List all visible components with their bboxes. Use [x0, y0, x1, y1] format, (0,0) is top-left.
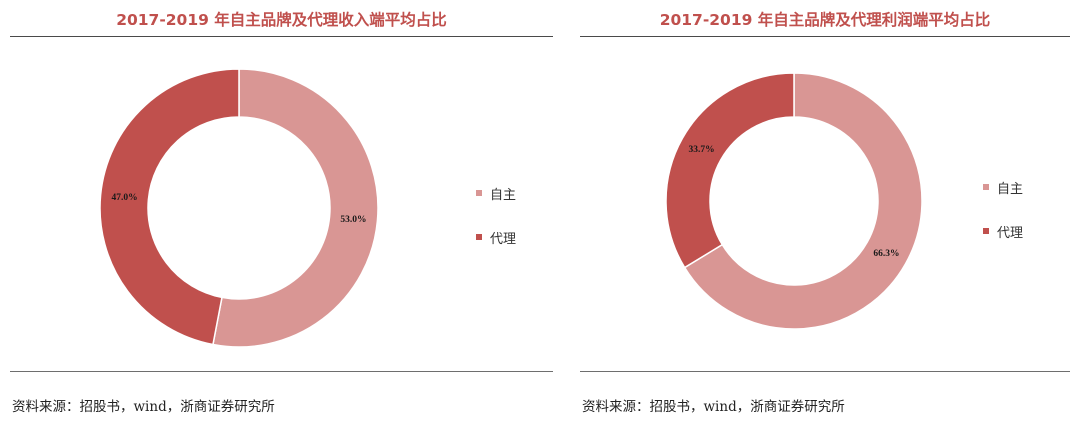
- donut-chart-profit: 66.3% 33.7%: [665, 72, 923, 330]
- legend-label: 自主: [490, 187, 517, 203]
- legend-item-agency: 代理: [476, 226, 516, 248]
- legend-label: 自主: [997, 181, 1024, 197]
- donut-slice-self-brand: [212, 68, 379, 348]
- chart-title: 2017-2019 年自主品牌及代理收入端平均占比: [116, 11, 447, 29]
- source-divider: [10, 371, 553, 372]
- data-label: 47.0%: [111, 193, 137, 203]
- donut-slice-agency: [99, 68, 240, 346]
- donut-slice-agency: [665, 72, 795, 269]
- legend-label: 代理: [490, 231, 517, 247]
- legend-swatch: [476, 234, 482, 240]
- legend-label: 代理: [997, 225, 1024, 241]
- data-label: 53.0%: [340, 215, 366, 225]
- legend-item-self-brand: 自主: [476, 182, 516, 204]
- chart-title: 2017-2019 年自主品牌及代理利润端平均占比: [659, 11, 991, 29]
- title-divider: [580, 36, 1070, 37]
- donut-chart-revenue: 53.0% 47.0%: [99, 68, 379, 348]
- chart-panel-revenue: 2017-2019 年自主品牌及代理收入端平均占比 53.0% 47.0% 自主 …: [10, 0, 553, 423]
- source-note: 资料来源：招股书，wind，浙商证券研究所: [582, 399, 845, 415]
- legend-swatch: [983, 184, 989, 190]
- legend-swatch: [983, 228, 989, 234]
- legend-swatch: [476, 190, 482, 196]
- legend-item-agency: 代理: [983, 220, 1023, 242]
- source-note: 资料来源：招股书，wind，浙商证券研究所: [12, 399, 275, 415]
- chart-panel-profit: 2017-2019 年自主品牌及代理利润端平均占比 66.3% 33.7% 自主 …: [580, 0, 1070, 423]
- data-label: 33.7%: [689, 145, 715, 155]
- title-divider: [10, 36, 553, 37]
- chart-legend: 自主 代理: [476, 182, 516, 270]
- chart-legend: 自主 代理: [983, 176, 1023, 264]
- donut-slice-self-brand: [683, 72, 923, 330]
- legend-item-self-brand: 自主: [983, 176, 1023, 198]
- data-label: 66.3%: [873, 249, 899, 259]
- source-divider: [580, 371, 1070, 372]
